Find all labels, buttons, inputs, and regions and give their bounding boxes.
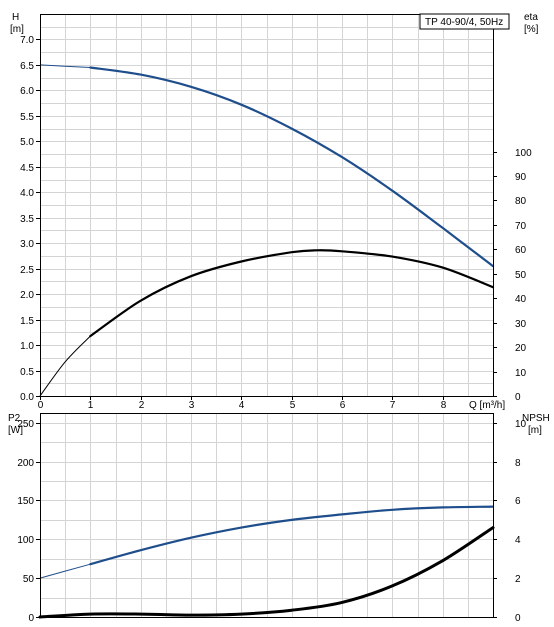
x-tick-label: 5 [290, 400, 296, 411]
right-axis-curve [38, 526, 495, 619]
top-right-axis-label-1: eta [524, 12, 538, 23]
y-right-tick-label: 2 [515, 574, 521, 585]
x-tick-label: 2 [139, 400, 145, 411]
y-right-tick-label: 60 [515, 245, 527, 256]
chart-title-box: TP 40-90/4, 50Hz [419, 13, 510, 30]
y-right-tick-label: 8 [515, 458, 521, 469]
y-left-tick-label: 5.5 [20, 112, 34, 123]
y-left-tick-label: 3.5 [20, 214, 34, 225]
top-right-axis-ticks: 0 10 20 30 40 50 60 70 80 90 100 [493, 148, 532, 403]
x-axis-label: Q [m³/h] [469, 400, 505, 411]
y-left-tick-label: 5.0 [20, 137, 34, 148]
x-tick-label: 0 [38, 400, 44, 411]
y-left-tick-label: 4.0 [20, 188, 34, 199]
y-left-tick-label: 100 [17, 535, 34, 546]
y-right-tick-label: 50 [515, 270, 527, 281]
y-left-tick-label: 4.5 [20, 163, 34, 174]
bottom-right-axis-label-2: [m] [528, 425, 542, 436]
x-tick-label: 1 [88, 400, 94, 411]
y-right-tick-label: 6 [515, 496, 521, 507]
curve-extension [39, 563, 91, 579]
y-right-tick-label: 40 [515, 294, 527, 305]
top-chart-grid [40, 14, 494, 397]
bottom-chart-grid [40, 413, 494, 618]
left-axis-curve [89, 505, 495, 566]
y-right-tick-label: 80 [515, 196, 527, 207]
y-left-tick-label: 2.0 [20, 290, 34, 301]
top-chart-frame [40, 14, 494, 397]
y-right-tick-label: 30 [515, 319, 527, 330]
y-right-tick-label: 90 [515, 172, 527, 183]
y-left-tick-label: 3.0 [20, 239, 34, 250]
x-tick-label: 4 [239, 400, 245, 411]
y-left-tick-label: 7.0 [20, 35, 34, 46]
y-left-tick-label: 6.0 [20, 86, 34, 97]
top-right-axis-label-2: [%] [524, 24, 539, 35]
plot-border [40, 14, 494, 397]
curve-extension [39, 64, 91, 68]
y-left-tick-label: 0.0 [20, 392, 34, 403]
y-left-tick-label: 6.5 [20, 61, 34, 72]
plot-border [40, 413, 494, 618]
bottom-right-axis-label-1: NPSH [522, 413, 550, 424]
top-left-axis-ticks: 0.0 0.5 1.0 1.5 2.0 2.5 3.0 3.5 4.0 4.5 5.0 5.5 6.0 6… [20, 35, 40, 403]
x-tick-label: 6 [340, 400, 346, 411]
y-right-tick-label: 100 [515, 148, 532, 159]
y-left-tick-label: 150 [17, 496, 34, 507]
y-left-tick-label: 1.0 [20, 341, 34, 352]
y-left-tick-label: 2.5 [20, 265, 34, 276]
y-left-tick-label: 50 [23, 574, 35, 585]
y-right-tick-label: 0 [515, 392, 521, 403]
right-axis-curve [89, 249, 495, 338]
top-chart-curves [39, 64, 495, 397]
y-left-tick-label: 0.5 [20, 367, 34, 378]
bottom-chart-frame [40, 413, 494, 618]
y-right-tick-label: 10 [515, 419, 527, 430]
y-left-tick-label: 0 [28, 613, 34, 624]
bottom-right-axis-ticks: 0 2 4 6 8 10 [493, 419, 527, 624]
top-left-axis-label-1: H [12, 12, 19, 23]
y-right-tick-label: 10 [515, 368, 527, 379]
y-right-tick-label: 20 [515, 343, 527, 354]
x-tick-label: 8 [441, 400, 447, 411]
x-tick-label: 7 [390, 400, 396, 411]
top-x-axis-ticks: 0 1 2 3 4 5 6 7 8 [38, 396, 447, 411]
y-left-tick-label: 1.5 [20, 316, 34, 327]
x-tick-label: 3 [189, 400, 195, 411]
y-right-tick-label: 70 [515, 221, 527, 232]
bottom-chart-curves [38, 505, 495, 619]
chart-title: TP 40-90/4, 50Hz [425, 17, 503, 28]
y-left-tick-label: 200 [17, 458, 34, 469]
top-left-axis-label-2: [m] [10, 24, 24, 35]
bottom-left-axis-label-1: P2 [8, 413, 21, 424]
bottom-left-axis-label-2: [W] [8, 425, 23, 436]
y-right-tick-label: 0 [515, 613, 521, 624]
left-axis-curve [89, 66, 495, 268]
curve-extension [39, 335, 91, 397]
y-right-tick-label: 4 [515, 535, 521, 546]
y-left-tick-label: 250 [17, 419, 34, 430]
bottom-left-axis-ticks: 0 50 100 150 200 250 [17, 419, 40, 624]
